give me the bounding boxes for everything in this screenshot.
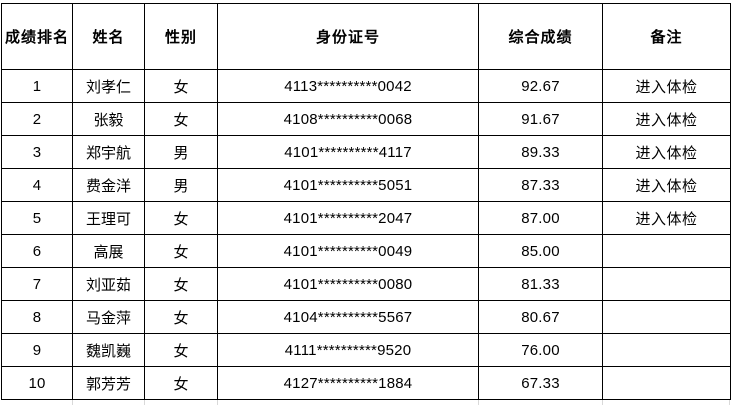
rank-cell: 4 [1, 168, 73, 202]
id-cell: 4101**********4117 [217, 135, 479, 169]
name-cell: 郑宇航 [72, 135, 145, 169]
gender-cell: 男 [144, 135, 218, 169]
header-cell-gender: 性别 [144, 3, 218, 70]
name-cell: 魏凯巍 [72, 333, 145, 367]
id-cell: 4113**********0042 [217, 69, 479, 103]
table-row: 7 刘亚茹 女 4101**********0080 81.33 [1, 267, 731, 301]
score-cell: 92.67 [478, 69, 603, 103]
score-cell: 67.33 [478, 366, 603, 400]
gender-cell: 女 [144, 267, 218, 301]
remark-cell [602, 234, 731, 268]
name-cell: 马金萍 [72, 300, 145, 334]
score-cell: 80.67 [478, 300, 603, 334]
id-cell: 4101**********5051 [217, 168, 479, 202]
remark-cell: 进入体检 [602, 102, 731, 136]
rank-cell: 6 [1, 234, 73, 268]
cutoff-gridline-cell [73, 400, 145, 405]
remark-cell: 进入体检 [602, 168, 731, 202]
gender-cell: 女 [144, 234, 218, 268]
table-row: 3 郑宇航 男 4101**********4117 89.33 进入体检 [1, 135, 731, 169]
remark-cell: 进入体检 [602, 135, 731, 169]
name-cell: 高展 [72, 234, 145, 268]
table-row: 4 费金洋 男 4101**********5051 87.33 进入体检 [1, 168, 731, 202]
remark-cell [602, 300, 731, 334]
remark-cell [602, 366, 731, 400]
rank-cell: 10 [1, 366, 73, 400]
score-cell: 89.33 [478, 135, 603, 169]
gender-cell: 女 [144, 300, 218, 334]
gender-cell: 女 [144, 333, 218, 367]
cutoff-gridline-cell [1, 400, 73, 405]
score-cell: 81.33 [478, 267, 603, 301]
table-row: 10 郭芳芳 女 4127**********1884 67.33 [1, 366, 731, 400]
rank-cell: 9 [1, 333, 73, 367]
rank-cell: 3 [1, 135, 73, 169]
id-cell: 4101**********2047 [217, 201, 479, 235]
header-cell-rank: 成绩排名 [1, 3, 73, 70]
remark-cell: 进入体检 [602, 69, 731, 103]
name-cell: 费金洋 [72, 168, 145, 202]
name-cell: 王理可 [72, 201, 145, 235]
name-cell: 刘亚茹 [72, 267, 145, 301]
rank-cell: 7 [1, 267, 73, 301]
id-cell: 4101**********0080 [217, 267, 479, 301]
score-cell: 76.00 [478, 333, 603, 367]
score-cell: 91.67 [478, 102, 603, 136]
table-body: 1 刘孝仁 女 4113**********0042 92.67 进入体检 2 … [1, 69, 731, 400]
header-cell-remark: 备注 [602, 3, 731, 70]
id-cell: 4127**********1884 [217, 366, 479, 400]
gender-cell: 男 [144, 168, 218, 202]
remark-cell [602, 267, 731, 301]
name-cell: 张毅 [72, 102, 145, 136]
header-cell-name: 姓名 [72, 3, 145, 70]
cutoff-gridline-cell [218, 400, 479, 405]
rank-cell: 1 [1, 69, 73, 103]
id-cell: 4108**********0068 [217, 102, 479, 136]
gender-cell: 女 [144, 102, 218, 136]
cutoff-gridline-cell [603, 400, 730, 405]
table-row: 8 马金萍 女 4104**********5567 80.67 [1, 300, 731, 334]
remark-cell [602, 333, 731, 367]
cutoff-gridline-cell [145, 400, 218, 405]
score-cell: 87.33 [478, 168, 603, 202]
id-cell: 4101**********0049 [217, 234, 479, 268]
header-row: 成绩排名 姓名 性别 身份证号 综合成绩 备注 [1, 3, 731, 70]
table-row: 5 王理可 女 4101**********2047 87.00 进入体检 [1, 201, 731, 235]
name-cell: 刘孝仁 [72, 69, 145, 103]
score-ranking-table: 成绩排名 姓名 性别 身份证号 综合成绩 备注 1 刘孝仁 女 4113****… [1, 3, 731, 400]
score-cell: 85.00 [478, 234, 603, 268]
rank-cell: 5 [1, 201, 73, 235]
id-cell: 4111**********9520 [217, 333, 479, 367]
rank-cell: 2 [1, 102, 73, 136]
header-cell-score: 综合成绩 [478, 3, 603, 70]
gender-cell: 女 [144, 201, 218, 235]
rank-cell: 8 [1, 300, 73, 334]
id-cell: 4104**********5567 [217, 300, 479, 334]
table-row: 1 刘孝仁 女 4113**********0042 92.67 进入体检 [1, 69, 731, 103]
remark-cell: 进入体检 [602, 201, 731, 235]
name-cell: 郭芳芳 [72, 366, 145, 400]
gender-cell: 女 [144, 69, 218, 103]
gender-cell: 女 [144, 366, 218, 400]
table-row: 6 高展 女 4101**********0049 85.00 [1, 234, 731, 268]
cutoff-next-row [1, 400, 730, 405]
table-row: 2 张毅 女 4108**********0068 91.67 进入体检 [1, 102, 731, 136]
cutoff-gridline-cell [479, 400, 603, 405]
table-row: 9 魏凯巍 女 4111**********9520 76.00 [1, 333, 731, 367]
header-cell-id: 身份证号 [217, 3, 479, 70]
score-cell: 87.00 [478, 201, 603, 235]
